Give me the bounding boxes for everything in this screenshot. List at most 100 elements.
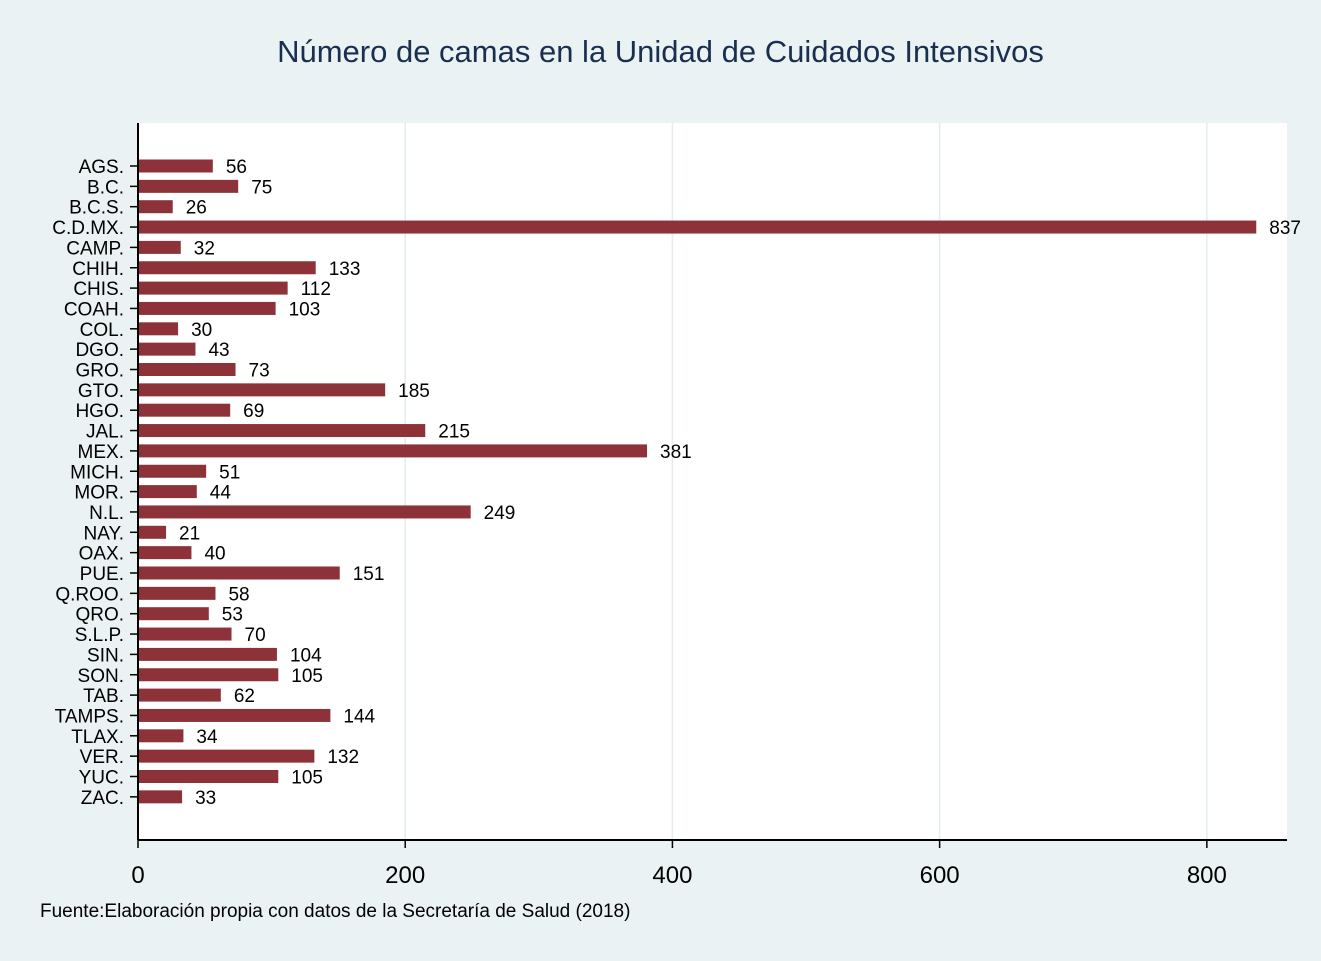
- category-label-S.L.P.: S.L.P.: [75, 625, 124, 646]
- bar-CHIH.: [139, 261, 316, 275]
- category-label-B.C.: B.C.: [87, 177, 124, 198]
- value-label-MOR.: 44: [210, 483, 232, 504]
- category-label-CHIH.: CHIH.: [72, 259, 124, 280]
- category-label-TAB.: TAB.: [83, 686, 124, 707]
- bar-YUC.: [139, 770, 279, 783]
- bar-GRO.: [139, 363, 236, 376]
- category-label-COL.: COL.: [80, 320, 124, 341]
- category-label-Q.ROO.: Q.ROO.: [55, 584, 124, 605]
- bar-COL.: [139, 322, 179, 336]
- category-label-MEX.: MEX.: [78, 442, 124, 463]
- category-label-GRO.: GRO.: [75, 361, 124, 382]
- x-tick-label-0: 0: [131, 862, 144, 889]
- bar-TLAX.: [139, 729, 184, 743]
- x-tick-label-400: 400: [652, 862, 692, 889]
- x-tick-label-200: 200: [385, 862, 425, 889]
- bar-SON.: [139, 668, 279, 682]
- value-label-YUC.: 105: [291, 768, 323, 789]
- bar-B.C.S.: [139, 200, 173, 214]
- category-label-VER.: VER.: [80, 747, 124, 768]
- value-label-GRO.: 73: [249, 361, 270, 382]
- value-label-CAMP.: 32: [194, 238, 215, 259]
- bar-JAL.: [139, 424, 426, 438]
- category-label-NAY.: NAY.: [84, 523, 125, 544]
- bar-CHIS.: [139, 281, 288, 295]
- chart-title: Número de camas en la Unidad de Cuidados…: [277, 34, 1044, 69]
- bar-AGS.: [139, 159, 213, 173]
- bars: [139, 159, 1257, 804]
- bar-HGO.: [139, 403, 231, 417]
- category-label-SIN.: SIN.: [87, 645, 124, 666]
- value-label-COAH.: 103: [289, 299, 321, 320]
- bar-COAH.: [139, 301, 276, 315]
- bar-GTO.: [139, 383, 386, 397]
- bar-TAB.: [139, 688, 221, 702]
- category-label-CHIS.: CHIS.: [73, 279, 124, 300]
- value-label-JAL.: 215: [438, 422, 470, 443]
- bar-SIN.: [139, 647, 277, 661]
- category-label-YUC.: YUC.: [79, 768, 124, 789]
- category-label-MOR.: MOR.: [74, 483, 124, 504]
- value-label-MEX.: 381: [660, 442, 692, 463]
- bar-Q.ROO.: [139, 586, 216, 600]
- bar-N.L.: [139, 505, 471, 519]
- category-label-ZAC.: ZAC.: [81, 788, 124, 809]
- bar-S.L.P.: [139, 627, 232, 641]
- value-label-MICH.: 51: [219, 462, 240, 483]
- category-label-PUE.: PUE.: [80, 564, 124, 585]
- value-label-TLAX.: 34: [196, 727, 218, 748]
- bar-DGO.: [139, 342, 196, 356]
- value-label-Q.ROO.: 58: [228, 584, 249, 605]
- labels: 0 200 400 600 800 AGS. 56 B.C. 75 B.C.S. 26 C.D.MX.…: [52, 157, 1301, 889]
- bar-ZAC.: [139, 790, 183, 804]
- value-label-QRO.: 53: [222, 605, 243, 626]
- value-label-AGS.: 56: [226, 157, 247, 178]
- bar-CAMP.: [139, 240, 181, 254]
- bar-MEX.: [139, 444, 648, 458]
- value-label-B.C.: 75: [251, 177, 272, 198]
- category-label-QRO.: QRO.: [75, 605, 124, 626]
- value-label-SIN.: 104: [290, 645, 322, 666]
- bar-VER.: [139, 749, 315, 763]
- bar-OAX.: [139, 546, 192, 560]
- category-label-COAH.: COAH.: [64, 299, 124, 320]
- value-label-N.L.: 249: [484, 503, 516, 524]
- value-label-COL.: 30: [191, 320, 212, 341]
- gridlines: [404, 123, 1208, 840]
- bar-TAMPS.: [139, 708, 331, 722]
- value-label-PUE.: 151: [353, 564, 385, 585]
- category-label-GTO.: GTO.: [78, 381, 124, 402]
- category-label-MICH.: MICH.: [70, 462, 124, 483]
- bar-B.C.: [139, 179, 239, 193]
- value-label-HGO.: 69: [243, 401, 264, 422]
- bar-PUE.: [139, 566, 340, 580]
- bar-MICH.: [139, 464, 207, 478]
- value-label-CHIH.: 133: [329, 259, 361, 280]
- value-label-B.C.S.: 26: [186, 198, 207, 219]
- value-label-OAX.: 40: [204, 544, 225, 565]
- category-label-CAMP.: CAMP.: [66, 238, 124, 259]
- category-label-N.L.: N.L.: [89, 503, 124, 524]
- category-label-JAL.: JAL.: [86, 422, 124, 443]
- bar-C.D.MX.: [139, 220, 1257, 234]
- category-label-OAX.: OAX.: [79, 544, 124, 565]
- x-tick-label-800: 800: [1187, 862, 1227, 889]
- value-label-DGO.: 43: [208, 340, 229, 361]
- value-label-TAB.: 62: [234, 686, 255, 707]
- category-label-TAMPS.: TAMPS.: [55, 706, 124, 727]
- category-label-SON.: SON.: [78, 666, 124, 687]
- category-label-C.D.MX.: C.D.MX.: [52, 218, 124, 239]
- category-label-B.C.S.: B.C.S.: [69, 198, 124, 219]
- bar-MOR.: [139, 485, 197, 499]
- category-label-AGS.: AGS.: [79, 157, 124, 178]
- value-label-ZAC.: 33: [195, 788, 216, 809]
- x-tick-label-600: 600: [920, 862, 960, 889]
- axes: [130, 123, 1287, 848]
- value-label-SON.: 105: [291, 666, 323, 687]
- value-label-GTO.: 185: [398, 381, 430, 402]
- bar-QRO.: [139, 607, 209, 621]
- source-note: Fuente:Elaboración propia con datos de l…: [40, 901, 631, 922]
- value-label-VER.: 132: [327, 747, 359, 768]
